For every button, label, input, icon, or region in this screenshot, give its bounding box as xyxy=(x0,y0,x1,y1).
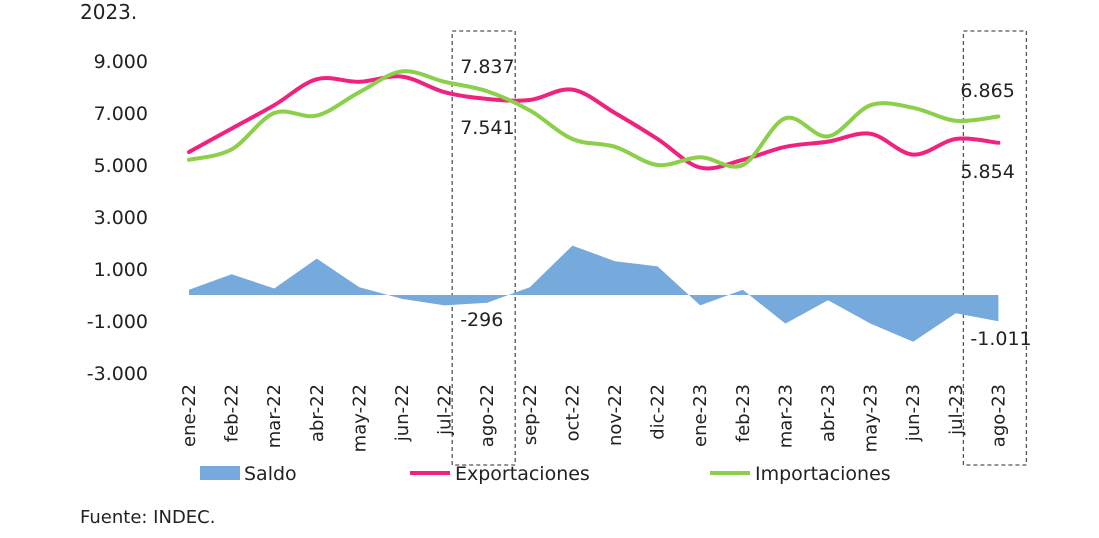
saldo-area xyxy=(189,245,999,342)
x-axis-ticks: ene-22 feb-22 mar-22 abr-22 may-22 jun-22 jul-… xyxy=(179,384,1009,452)
x-tick-label: may-23 xyxy=(861,384,882,452)
x-tick-label: oct-22 xyxy=(562,384,583,441)
line-exportaciones xyxy=(187,74,1001,171)
x-tick-label: mar-22 xyxy=(264,384,285,448)
y-tick-label: 7.000 xyxy=(94,103,148,125)
legend-swatch-saldo xyxy=(200,466,240,480)
legend-label-exportaciones: Exportaciones xyxy=(455,463,590,485)
x-tick-label: jun-23 xyxy=(903,384,924,442)
legend-label-importaciones: Importaciones xyxy=(755,463,891,485)
x-tick-label: abr-23 xyxy=(818,384,839,442)
y-tick-label: -3.000 xyxy=(87,363,148,385)
x-tick-label: feb-22 xyxy=(222,384,243,442)
data-label: 7.837 xyxy=(460,56,514,78)
series-lines xyxy=(187,69,1001,171)
highlight-box-ago-23 xyxy=(962,30,1028,466)
y-tick-label: 9.000 xyxy=(94,51,148,73)
legend: Saldo Exportaciones Importaciones xyxy=(200,463,891,485)
x-tick-label: nov-22 xyxy=(605,384,626,446)
x-tick-label: jun-22 xyxy=(392,384,413,442)
data-label: -296 xyxy=(460,309,503,331)
y-tick-label: 3.000 xyxy=(94,207,148,229)
legend-label-saldo: Saldo xyxy=(244,463,297,485)
data-label: 6.865 xyxy=(960,80,1014,102)
highlight-boxes xyxy=(451,30,1028,466)
x-tick-label: sep-22 xyxy=(520,384,541,445)
x-tick-label: ene-23 xyxy=(690,384,711,447)
y-tick-label: -1.000 xyxy=(87,311,148,333)
y-tick-label: 1.000 xyxy=(94,259,148,281)
x-tick-label: ago-22 xyxy=(477,384,498,447)
source-note: Fuente: INDEC. xyxy=(80,507,216,528)
x-tick-label: jul-23 xyxy=(946,384,967,436)
x-tick-label: mar-23 xyxy=(775,384,796,448)
x-tick-label: ago-23 xyxy=(988,384,1009,447)
line-importaciones xyxy=(187,69,1001,169)
data-labels: 7.837 7.541 -296 6.865 5.854 -1.011 xyxy=(460,56,1031,350)
header-text: 2023. xyxy=(80,0,138,24)
x-tick-label: jul-22 xyxy=(435,384,456,436)
x-tick-label: abr-22 xyxy=(307,384,328,442)
data-label: -1.011 xyxy=(970,328,1031,350)
data-label: 5.854 xyxy=(960,161,1014,183)
y-axis-ticks: 9.000 7.000 5.000 3.000 1.000 -1.000 -3.000 xyxy=(87,51,148,385)
x-tick-label: feb-23 xyxy=(733,384,754,442)
x-tick-label: dic-22 xyxy=(648,384,669,440)
highlight-box-ago-22 xyxy=(451,30,516,466)
y-tick-label: 5.000 xyxy=(94,155,148,177)
saldo-area-fill xyxy=(189,245,999,342)
x-tick-label: may-22 xyxy=(349,384,370,452)
data-label: 7.541 xyxy=(460,117,514,139)
x-tick-label: ene-22 xyxy=(179,384,200,447)
